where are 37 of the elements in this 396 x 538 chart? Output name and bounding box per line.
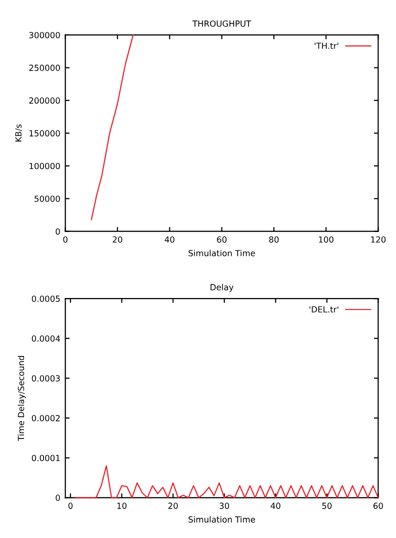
y-tick-label: 300000 bbox=[29, 32, 60, 38]
x-tick-label: 20 bbox=[168, 502, 178, 509]
y-tick-label: 100000 bbox=[30, 162, 60, 170]
x-tick-label: 100 bbox=[319, 236, 334, 243]
y-axis-title: Time Delay/Secound bbox=[18, 356, 26, 441]
x-tick-label: 0 bbox=[68, 502, 73, 509]
y-tick-label: 0.0004 bbox=[32, 335, 60, 342]
y-tick-label: 0.0003 bbox=[32, 375, 60, 382]
y-tick-label: 0.0001 bbox=[32, 454, 60, 462]
y-tick-label: 0.0005 bbox=[32, 296, 60, 302]
x-tick-label: 20 bbox=[112, 236, 122, 243]
legend-label: 'TH.tr' bbox=[314, 42, 338, 49]
y-tick-label: 0 bbox=[56, 228, 60, 235]
legend-label: 'DEL.tr' bbox=[310, 306, 338, 312]
y-tick-label: 50000 bbox=[34, 196, 60, 202]
x-tick-label: 40 bbox=[164, 236, 174, 243]
x-tick-label: 80 bbox=[269, 236, 279, 243]
x-tick-label: 120 bbox=[371, 236, 386, 243]
y-axis-title: KB/s bbox=[15, 124, 22, 142]
y-tick-label: 150000 bbox=[30, 130, 60, 136]
x-tick-label: 50 bbox=[322, 502, 332, 509]
y-tick-label: 0 bbox=[56, 494, 60, 501]
x-axis-title: Simulation Time bbox=[188, 516, 256, 523]
x-tick-label: 60 bbox=[373, 502, 383, 509]
x-tick-label: 40 bbox=[270, 502, 280, 509]
y-tick-label: 250000 bbox=[29, 64, 60, 71]
line-series bbox=[75, 465, 379, 498]
y-tick-label: 200000 bbox=[29, 97, 60, 104]
x-tick-label: 0 bbox=[63, 236, 68, 243]
chart-title: Delay bbox=[210, 284, 234, 292]
x-tick-label: 30 bbox=[220, 502, 230, 509]
line-series bbox=[90, 34, 134, 220]
chart-title: THROUGHPUT bbox=[192, 20, 252, 27]
x-tick-label: 60 bbox=[217, 236, 227, 243]
x-tick-label: 10 bbox=[117, 502, 126, 509]
y-tick-label: 0.0002 bbox=[32, 415, 60, 422]
x-axis-title: Simulation Time bbox=[188, 250, 256, 256]
